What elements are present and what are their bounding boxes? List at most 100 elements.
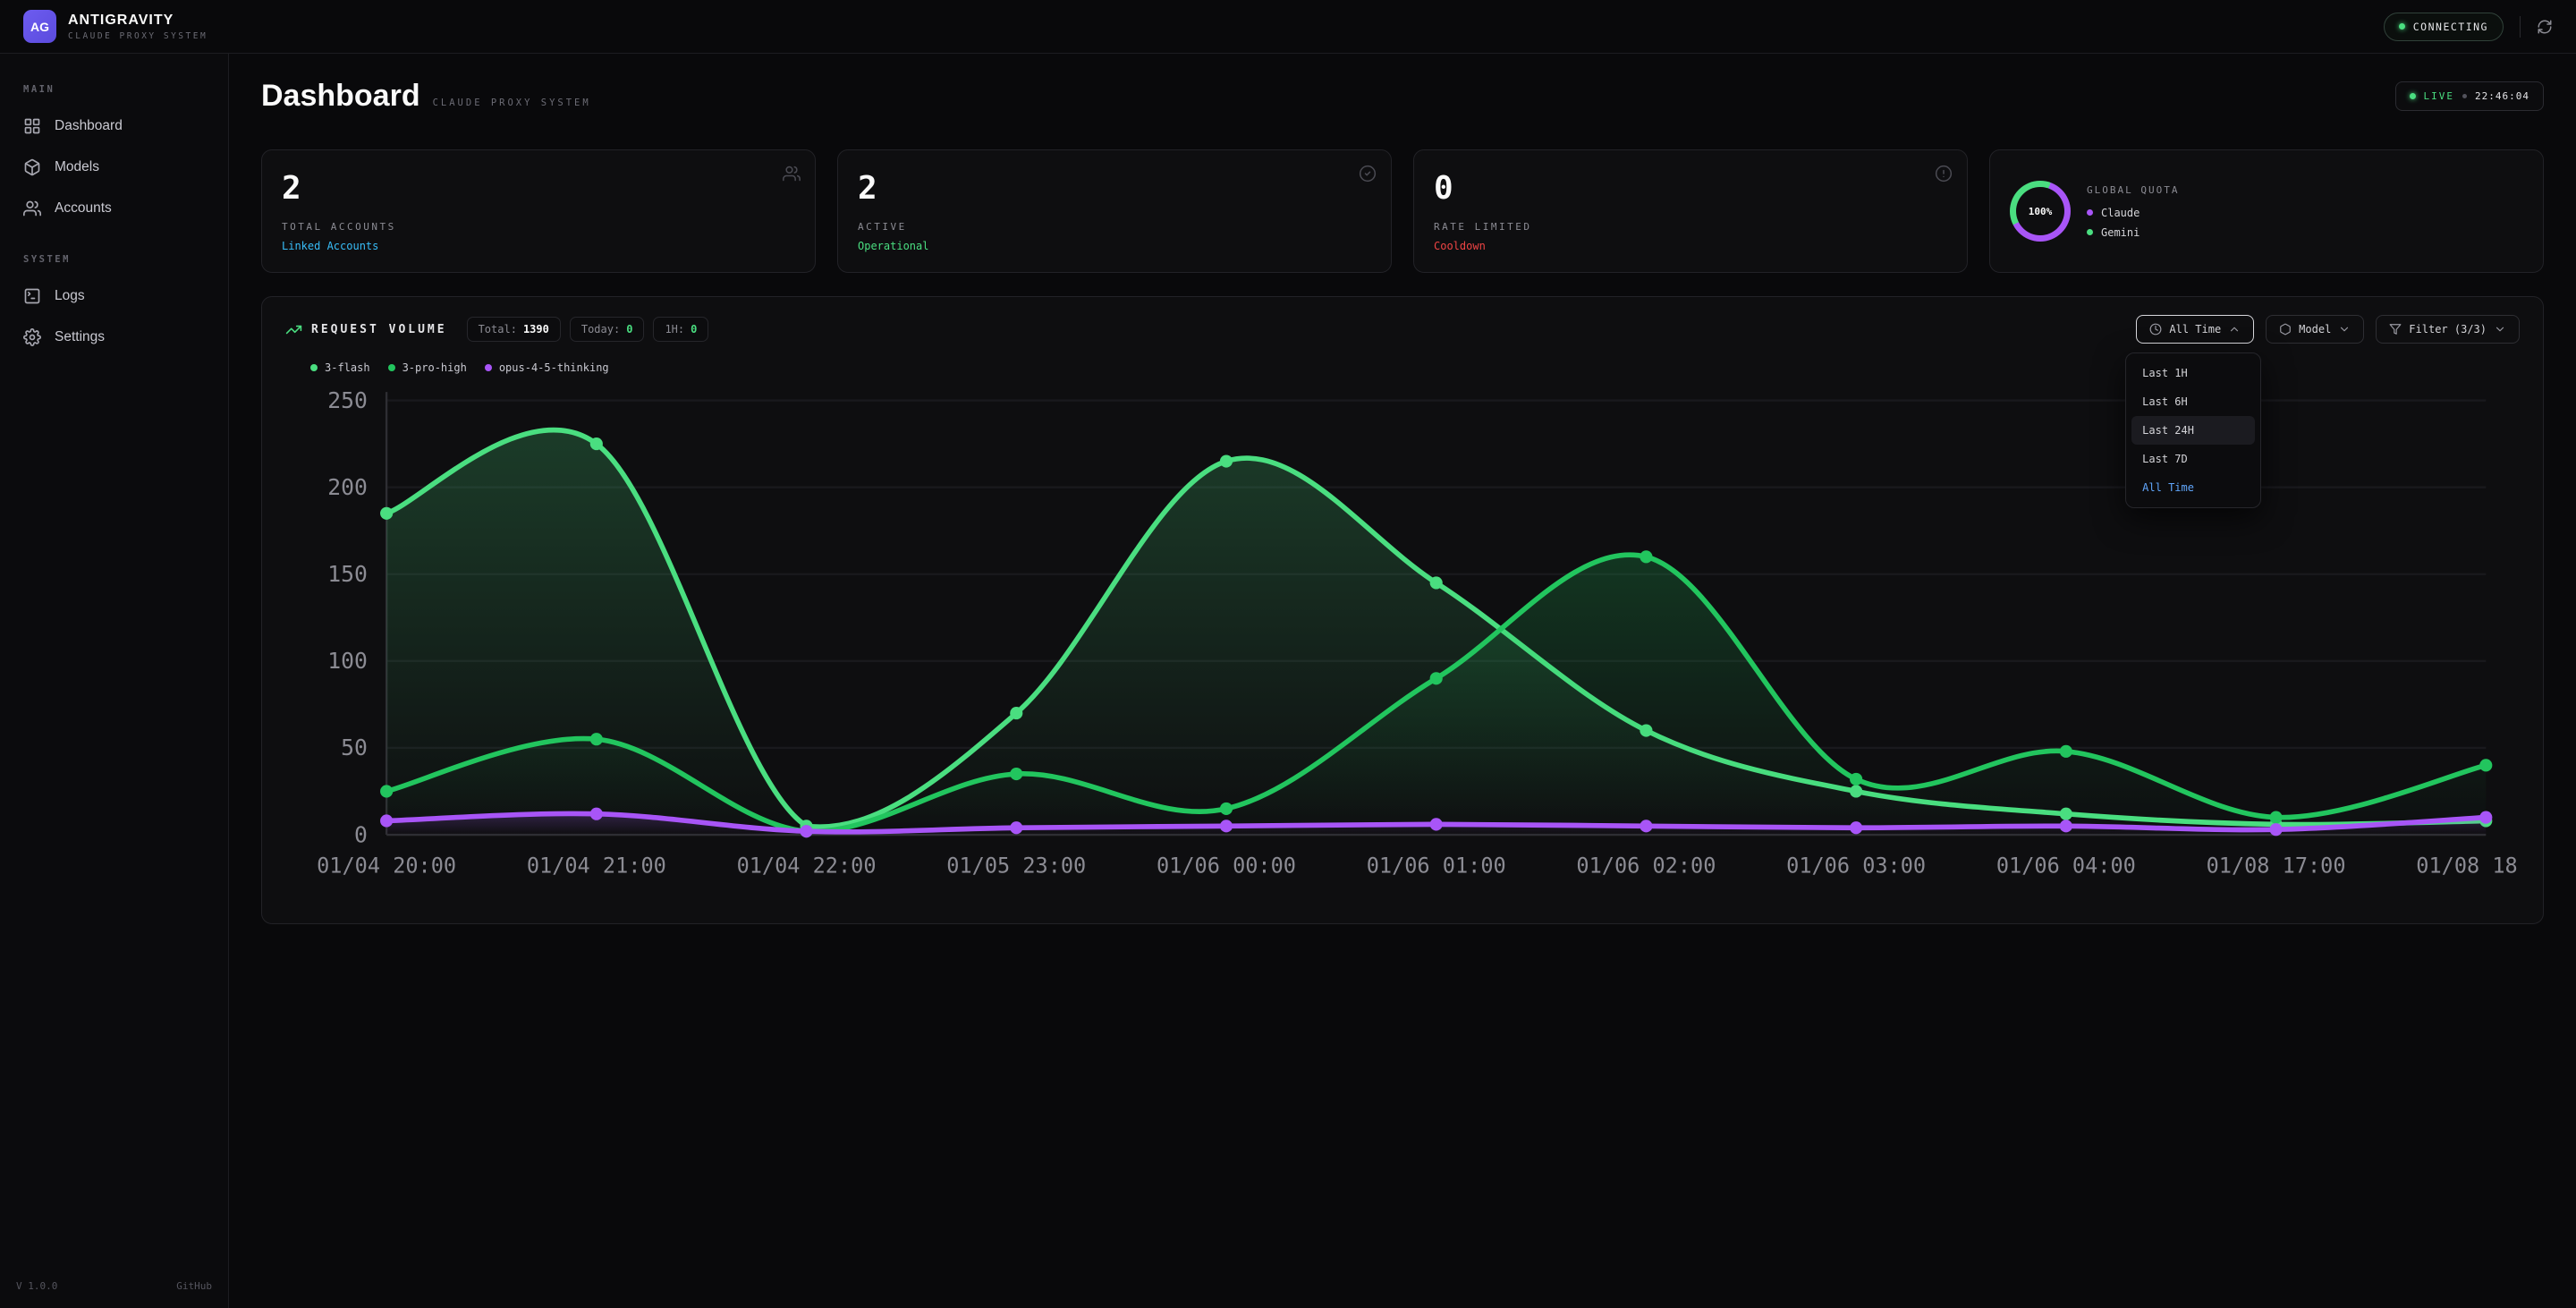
app-logo: AG <box>23 10 56 43</box>
chart-title: REQUEST VOLUME <box>285 321 447 338</box>
clock-icon <box>2149 323 2162 335</box>
dropdown-item-last-6h[interactable]: Last 6H <box>2131 387 2255 416</box>
topbar-divider <box>2520 16 2521 38</box>
model-filter-button[interactable]: Model <box>2266 315 2364 344</box>
cube-icon <box>2279 323 2292 335</box>
stat-value: 2 <box>282 170 795 207</box>
users-icon <box>783 165 801 183</box>
legend-dot <box>388 364 395 371</box>
filter-button[interactable]: Filter (3/3) <box>2376 315 2520 344</box>
svg-text:01/05 23:00: 01/05 23:00 <box>946 853 1086 878</box>
sidebar-item-label: Settings <box>55 329 105 345</box>
hour-requests-badge: 1H: 0 <box>653 317 708 342</box>
quota-percent: 100% <box>2016 187 2064 235</box>
sidebar-item-accounts[interactable]: Accounts <box>14 188 214 229</box>
svg-text:01/04 22:00: 01/04 22:00 <box>737 853 877 878</box>
time-range-button[interactable]: All Time <box>2136 315 2254 344</box>
quota-legend-label: Gemini <box>2101 226 2140 239</box>
svg-text:0: 0 <box>354 821 368 847</box>
quota-legend-label: Claude <box>2101 207 2140 219</box>
badge-label: Today: <box>581 323 620 335</box>
model-button-label: Model <box>2299 323 2331 335</box>
chevron-up-icon <box>2228 323 2241 335</box>
badge-value: 1390 <box>523 323 549 335</box>
stat-value: 0 <box>1434 170 1947 207</box>
chevron-down-icon <box>2338 323 2351 335</box>
legend-item-3-pro-high: 3-pro-high <box>388 361 467 374</box>
main-content: Dashboard CLAUDE PROXY SYSTEM LIVE 22:46… <box>229 54 2576 1308</box>
legend-item-3-flash: 3-flash <box>310 361 370 374</box>
svg-text:01/06 00:00: 01/06 00:00 <box>1157 853 1296 878</box>
topbar: AG ANTIGRAVITY CLAUDE PROXY SYSTEM CONNE… <box>0 0 2576 54</box>
refresh-icon <box>2537 19 2553 35</box>
stat-card-rate-limited: 0 RATE LIMITED Cooldown <box>1413 149 1968 273</box>
badge-label: Total: <box>479 323 517 335</box>
dropdown-item-last-7d[interactable]: Last 7D <box>2131 445 2255 473</box>
badge-label: 1H: <box>665 323 684 335</box>
users-icon <box>23 200 41 217</box>
live-status-pill: LIVE 22:46:04 <box>2395 81 2544 111</box>
legend-label: 3-flash <box>325 361 370 374</box>
global-quota-card: 100% GLOBAL QUOTA Claude Gemini <box>1989 149 2544 273</box>
page-subtitle: CLAUDE PROXY SYSTEM <box>433 98 591 108</box>
live-label: LIVE <box>2424 90 2455 102</box>
sidebar-item-label: Models <box>55 159 99 175</box>
stat-sub: Linked Accounts <box>282 240 795 252</box>
svg-text:200: 200 <box>327 474 368 500</box>
time-range-label: All Time <box>2169 323 2221 335</box>
legend-label: 3-pro-high <box>402 361 467 374</box>
quota-ring: 100% <box>2010 181 2071 242</box>
github-link[interactable]: GitHub <box>176 1280 212 1292</box>
stat-label: RATE LIMITED <box>1434 221 1947 233</box>
legend-item-opus-4-5-thinking: opus-4-5-thinking <box>485 361 609 374</box>
quota-legend-claude: Claude <box>2087 207 2179 219</box>
svg-text:150: 150 <box>327 561 368 587</box>
terminal-icon <box>23 287 41 305</box>
dropdown-item-last-1h[interactable]: Last 1H <box>2131 359 2255 387</box>
check-circle-icon <box>1359 165 1377 183</box>
sidebar-item-label: Dashboard <box>55 118 123 134</box>
request-volume-card: REQUEST VOLUME Total: 1390 Today: 0 1H: … <box>261 296 2544 924</box>
app-title: ANTIGRAVITY <box>68 13 208 29</box>
quota-label: GLOBAL QUOTA <box>2087 184 2179 196</box>
grid-icon <box>23 117 41 135</box>
svg-text:01/06 02:00: 01/06 02:00 <box>1576 853 1716 878</box>
sidebar-item-settings[interactable]: Settings <box>14 317 214 358</box>
sidebar-item-label: Accounts <box>55 200 112 217</box>
stat-sub: Cooldown <box>1434 240 1947 252</box>
svg-text:01/06 01:00: 01/06 01:00 <box>1367 853 1506 878</box>
svg-text:50: 50 <box>341 735 368 760</box>
dropdown-item-all-time[interactable]: All Time <box>2131 473 2255 502</box>
connection-status-pill[interactable]: CONNECTING <box>2384 13 2504 41</box>
sidebar-item-label: Logs <box>55 288 85 304</box>
trend-up-icon <box>285 321 302 338</box>
sidebar-item-models[interactable]: Models <box>14 147 214 188</box>
svg-text:100: 100 <box>327 648 368 674</box>
svg-text:01/06 03:00: 01/06 03:00 <box>1786 853 1926 878</box>
separator-dot <box>2462 94 2467 98</box>
today-requests-badge: Today: 0 <box>570 317 645 342</box>
page-title: Dashboard <box>261 79 420 114</box>
legend-dot <box>310 364 318 371</box>
svg-text:01/04 20:00: 01/04 20:00 <box>317 853 456 878</box>
refresh-button[interactable] <box>2537 19 2553 35</box>
badge-value: 0 <box>626 323 632 335</box>
stat-card-total-accounts: 2 TOTAL ACCOUNTS Linked Accounts <box>261 149 816 273</box>
app-subtitle: CLAUDE PROXY SYSTEM <box>68 31 208 41</box>
stat-card-active: 2 ACTIVE Operational <box>837 149 1392 273</box>
cube-icon <box>23 158 41 176</box>
sidebar-section-system: SYSTEM <box>23 254 205 265</box>
gear-icon <box>23 328 41 346</box>
brand: AG ANTIGRAVITY CLAUDE PROXY SYSTEM <box>23 10 208 43</box>
dropdown-item-last-24h[interactable]: Last 24H <box>2131 416 2255 445</box>
sidebar-item-logs[interactable]: Logs <box>14 276 214 317</box>
sidebar: MAIN Dashboard Models Accounts SYSTEM Lo… <box>0 54 229 1308</box>
stat-label: ACTIVE <box>858 221 1371 233</box>
legend-dot <box>485 364 492 371</box>
gemini-dot <box>2087 229 2093 235</box>
funnel-icon <box>2389 323 2402 335</box>
chart-title-label: REQUEST VOLUME <box>311 323 447 336</box>
legend-label: opus-4-5-thinking <box>499 361 609 374</box>
sidebar-item-dashboard[interactable]: Dashboard <box>14 106 214 147</box>
stat-sub: Operational <box>858 240 1371 252</box>
